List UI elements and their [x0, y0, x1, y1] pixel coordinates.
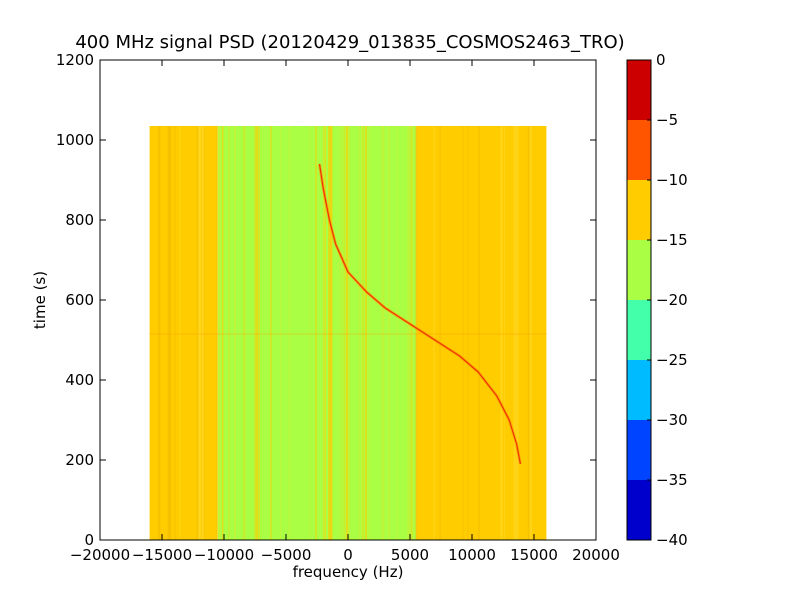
colorbar-tick-label: 0 [656, 51, 666, 69]
colorbar-tick-label: −15 [656, 231, 688, 249]
x-tick-label: −15000 [132, 546, 192, 564]
x-axis: −20000 −15000 −10000 −5000 0 5000 10000 15000 20… [70, 60, 620, 564]
colorbar-tick-label: −20 [656, 291, 688, 309]
y-tick-label: 0 [84, 531, 94, 549]
y-tick-label: 200 [65, 451, 94, 469]
heatmap-region-middle-band [217, 126, 348, 540]
colorbar-tick-label: −5 [656, 111, 678, 129]
x-tick-label: 10000 [448, 546, 496, 564]
colorbar-tick-label: −35 [656, 471, 688, 489]
x-tick-label: −10000 [194, 546, 254, 564]
x-tick-label: −20000 [70, 546, 130, 564]
colorbar-segment [627, 420, 651, 480]
x-tick-label: 0 [343, 546, 353, 564]
y-axis: 0 200 400 600 800 1000 1200 [56, 51, 596, 549]
y-axis-label: time (s) [31, 271, 49, 329]
heatmap-region-left-band [149, 126, 218, 540]
colorbar-segment [627, 300, 651, 360]
x-tick-label: 20000 [572, 546, 620, 564]
chart-title: 400 MHz signal PSD (20120429_013835_COSM… [75, 32, 624, 53]
colorbar-segment [627, 240, 651, 300]
y-tick-label: 800 [65, 211, 94, 229]
y-tick-label: 1000 [56, 131, 94, 149]
colorbar-tick-label: −25 [656, 351, 688, 369]
x-tick-label: 15000 [510, 546, 558, 564]
colorbar-tick-label: −40 [656, 531, 688, 549]
x-axis-label: frequency (Hz) [293, 563, 404, 581]
colorbar-tick-label: −10 [656, 171, 688, 189]
signal-trace-core [318, 163, 521, 465]
colorbar-segment [627, 480, 651, 540]
y-tick-label: 400 [65, 371, 94, 389]
colorbar-segment [627, 60, 651, 120]
x-tick-label: 5000 [391, 546, 429, 564]
x-tick-label: −5000 [261, 546, 312, 564]
colorbar-segment [627, 360, 651, 420]
y-tick-label: 1200 [56, 51, 94, 69]
signal-trace-layer [318, 163, 522, 465]
colorbar: 0 −5 −10 −15 −20 −25 −30 −35 −40 [626, 51, 688, 549]
colorbar-segment [627, 120, 651, 180]
y-tick-label: 600 [65, 291, 94, 309]
colorbar-segment [627, 180, 651, 240]
colorbar-tick-label: −30 [656, 411, 688, 429]
heatmap-region-right-band [416, 126, 547, 540]
